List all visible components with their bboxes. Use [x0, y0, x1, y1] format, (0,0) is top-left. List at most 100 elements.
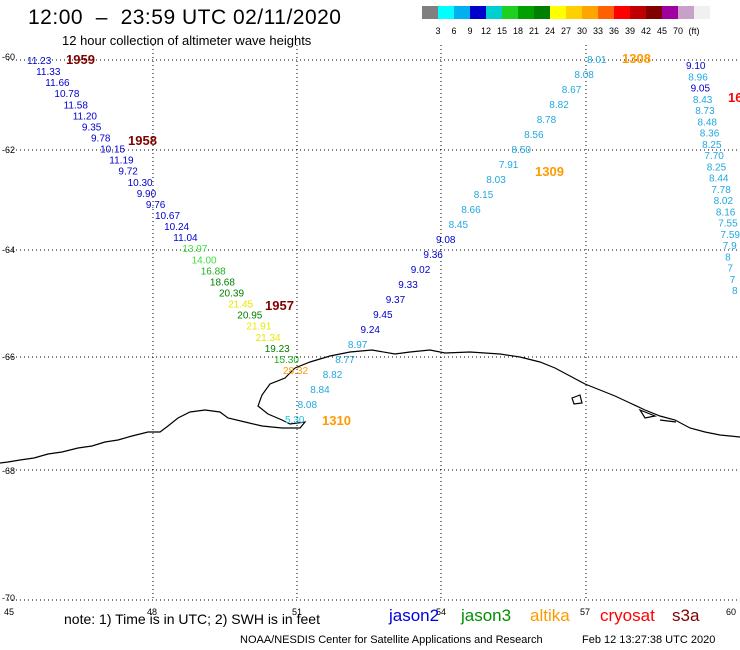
- legend-swatch: [566, 6, 582, 19]
- swh-value-pass-1958: 9.90: [137, 189, 157, 200]
- legend-label: 30: [576, 26, 587, 36]
- lon-label: 51: [292, 607, 302, 617]
- swh-value-pass-1309: 8.97: [348, 340, 368, 351]
- lon-label: 45: [4, 607, 14, 617]
- swh-value-pass-east: 8.02: [714, 196, 734, 207]
- legend-swatch: [598, 6, 614, 19]
- swh-value-pass-1309: 9.33: [398, 280, 418, 291]
- swh-value-pass-1958: 11.04: [173, 233, 198, 244]
- swh-value-pass-east: 7: [727, 264, 733, 275]
- legend-swatch: [534, 6, 550, 19]
- swh-value-pass-east: 7.78: [711, 185, 731, 196]
- swh-value-pass-1309: 8.67: [562, 85, 582, 96]
- lat-label: -70: [2, 593, 15, 603]
- swh-value-pass-1309: 9.08: [436, 235, 456, 246]
- swh-value-pass-1958: 20.95: [237, 311, 262, 322]
- swh-value-pass-1958: 10.30: [128, 178, 153, 189]
- swh-value-pass-1958: 11.33: [36, 67, 61, 78]
- lon-label: 57: [580, 607, 590, 617]
- swh-value-pass-1309: 8.82: [549, 100, 569, 111]
- legend-label: 39: [624, 26, 635, 36]
- swh-value-pass-1958: 9.35: [82, 122, 102, 133]
- swh-value-pass-east: 8: [725, 252, 731, 263]
- swh-value-pass-1958: 9.72: [118, 167, 138, 178]
- satellite-jason3: jason3: [461, 606, 512, 625]
- legend-swatch: [646, 6, 662, 19]
- swh-value-pass-east: 8.48: [698, 117, 718, 128]
- legend-label: 70: [672, 26, 683, 36]
- swh-value-pass-1309: 8.15: [474, 190, 494, 201]
- legend-swatch: [422, 6, 438, 19]
- legend-label: (ft): [688, 26, 700, 36]
- lon-label: 54: [436, 607, 446, 617]
- swh-value-pass-1958: 21.34: [256, 333, 281, 344]
- swh-value-pass-east: 9.10: [686, 61, 706, 72]
- swh-value-pass-east: 9.05: [691, 84, 711, 95]
- legend-label: 18: [512, 26, 523, 36]
- swh-value-pass-1958: 11.19: [109, 156, 134, 167]
- swh-value-pass-1958: 11.66: [45, 78, 70, 89]
- swh-value-pass-1309: 5.30: [285, 415, 305, 426]
- swh-value-pass-1958: 15.30: [274, 355, 299, 366]
- swh-value-pass-1309: 8.66: [461, 205, 481, 216]
- swh-value-pass-1309: 9.37: [386, 295, 406, 306]
- wave-height-tracks: 11.2311.3311.6610.7811.5811.209.359.7810…: [27, 55, 740, 426]
- swh-value-pass-1309: 9.24: [361, 325, 381, 336]
- swh-value-pass-1958: 13.97: [182, 244, 207, 255]
- swh-value-pass-east: 8.25: [707, 162, 727, 173]
- swh-value-pass-1958: 10.78: [54, 89, 79, 100]
- swh-value-pass-east: 8.36: [700, 129, 720, 140]
- lat-label: -68: [2, 466, 15, 476]
- legend-label: 15: [496, 26, 507, 36]
- swh-value-pass-1958: 16.88: [201, 266, 226, 277]
- swh-value-pass-east: 8.43: [693, 95, 713, 106]
- pass-label-1308: 1308: [622, 51, 651, 66]
- coastline: [0, 349, 740, 464]
- legend-swatch: [614, 6, 630, 19]
- satellite-jason2: jason2: [389, 606, 440, 625]
- swh-value-pass-1309: 7.91: [499, 160, 519, 171]
- satellite-cryosat: cryosat: [600, 606, 655, 625]
- swh-value-pass-1958: 11.20: [73, 111, 98, 122]
- swh-value-pass-1958: 18.68: [210, 277, 235, 288]
- swh-value-pass-1958: 11.58: [64, 100, 89, 111]
- map-subtitle: 12 hour collection of altimeter wave hei…: [62, 33, 312, 48]
- lat-label: -60: [2, 52, 15, 62]
- footer-note: note: 1) Time is in UTC; 2) SWH is in fe…: [64, 611, 320, 627]
- satellite-s3a: s3a: [672, 606, 700, 625]
- legend-label: 3: [435, 26, 441, 36]
- legend-swatch: [662, 6, 678, 19]
- swh-value-pass-1309: 8.77: [335, 355, 355, 366]
- legend-label: 21: [528, 26, 539, 36]
- lon-label: 60: [726, 607, 736, 617]
- legend-swatch: [678, 6, 694, 19]
- swh-value-pass-east: 7.59: [721, 230, 740, 241]
- legend-swatch: [486, 6, 502, 19]
- pass-label-1959: 1959: [66, 52, 95, 67]
- lon-label: 48: [147, 607, 157, 617]
- swh-value-pass-1309: 8.08: [574, 70, 594, 81]
- swh-value-pass-1309: 8.03: [486, 175, 506, 186]
- swh-value-pass-east: 7.9: [723, 241, 737, 252]
- legend-label: 12: [480, 26, 491, 36]
- swh-value-pass-1309: 9.45: [373, 310, 393, 321]
- graticule: [8, 45, 740, 601]
- swh-value-pass-1958: 28.32: [283, 366, 308, 377]
- pass-label-1958: 1958: [128, 133, 157, 148]
- swh-value-pass-1958: 21.91: [246, 322, 271, 333]
- swh-value-pass-1958: 10.24: [164, 222, 189, 233]
- swh-value-pass-1309: 8.82: [323, 370, 343, 381]
- legend-swatch: [454, 6, 470, 19]
- swh-value-pass-1958: 20.39: [219, 289, 244, 300]
- swh-value-pass-1309: 8.78: [537, 115, 557, 126]
- legend-label: 6: [451, 26, 457, 36]
- swh-value-pass-1958: 21.45: [228, 300, 253, 311]
- pass-label-1310: 1310: [322, 413, 351, 428]
- swh-value-pass-1958: 11.23: [27, 56, 52, 67]
- swh-value-pass-east: 7: [730, 275, 736, 286]
- swh-value-pass-1958: 19.23: [265, 344, 290, 355]
- legend-swatch: [694, 6, 710, 19]
- swh-value-pass-1309: 8.08: [298, 400, 318, 411]
- swh-value-pass-east: 8: [732, 286, 738, 297]
